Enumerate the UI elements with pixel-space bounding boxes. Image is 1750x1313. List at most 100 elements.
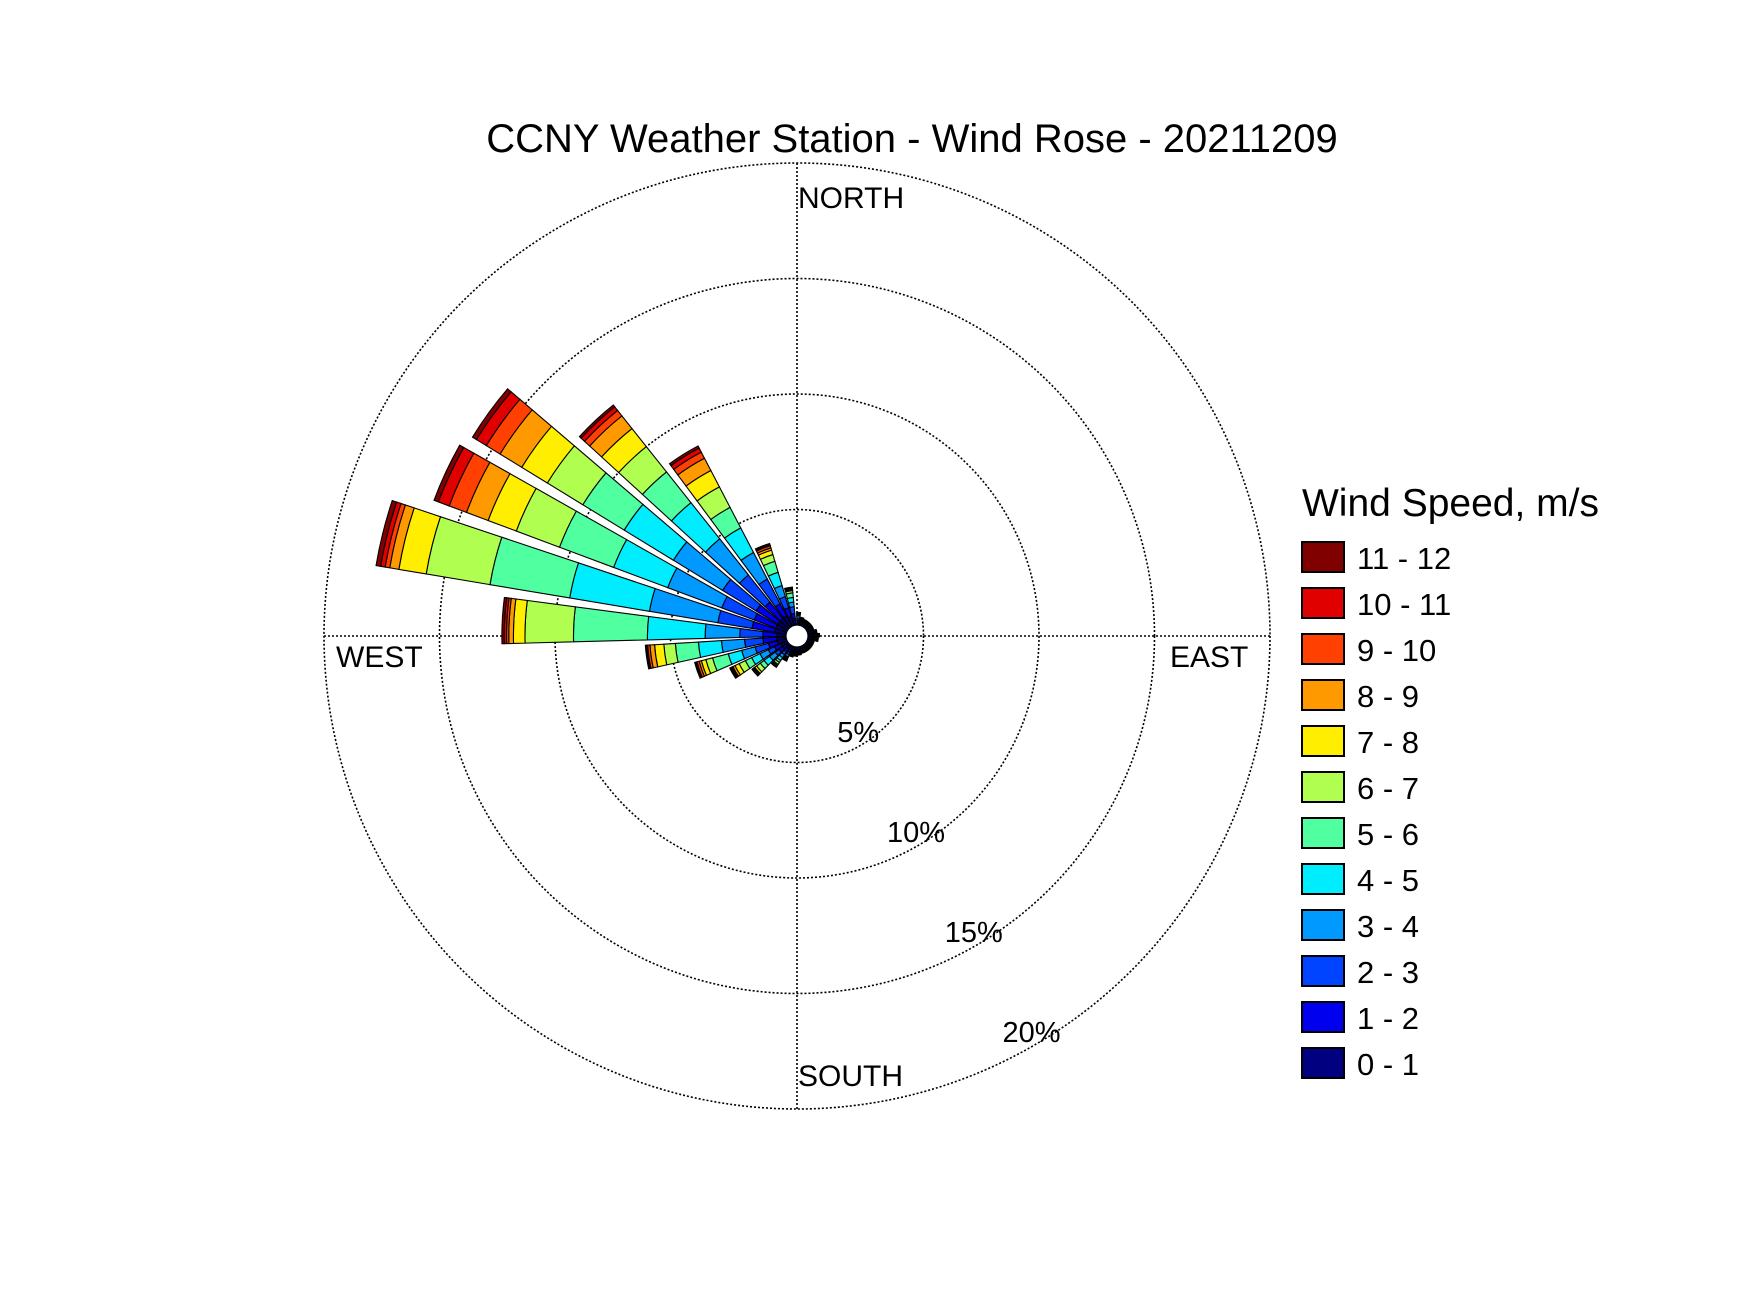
legend-swatch-0	[1301, 541, 1345, 573]
sector-339	[754, 542, 795, 627]
ring-labels: 5% 10% 15% 20%	[837, 717, 1060, 1049]
sector-40	[802, 620, 811, 629]
legend-label-1: 10 - 11	[1357, 587, 1451, 622]
sector-218-bin-11	[770, 662, 778, 669]
sector-28-bin-9	[803, 618, 808, 622]
sector-52	[804, 623, 813, 631]
legend-swatch-7	[1301, 863, 1345, 895]
legend-swatch-3	[1301, 679, 1345, 711]
sector-196-bin-11	[788, 655, 794, 658]
sector-160-bin-8	[801, 651, 806, 654]
sector-317	[578, 404, 791, 630]
legend-label-7: 4 - 5	[1357, 863, 1419, 898]
legend-label-8: 3 - 4	[1357, 909, 1419, 944]
legend-label-4: 7 - 8	[1357, 725, 1419, 760]
sector-207-bin-11	[782, 658, 788, 662]
ring-label-10: 10%	[887, 817, 945, 849]
sector-350	[784, 586, 797, 627]
legend: Wind Speed, m/s 11 - 12 10 - 11 9 - 10 8 - …	[1301, 482, 1599, 1082]
sector-284-bin-11	[375, 499, 398, 567]
sector-262	[644, 636, 787, 670]
legend-swatch-11	[1301, 1047, 1345, 1079]
sector-262-bin-5	[674, 641, 702, 664]
sector-64-bin-8	[811, 626, 815, 631]
sector-16-bin-8	[800, 616, 805, 620]
sector-229	[751, 641, 791, 677]
sector-251-bin-11	[693, 661, 702, 679]
sector-76	[806, 628, 818, 635]
sector-172	[797, 646, 802, 656]
legend-label-0: 11 - 12	[1357, 541, 1451, 576]
sector-88	[807, 632, 821, 638]
legend-swatch-5	[1301, 771, 1345, 803]
sector-64	[805, 626, 815, 633]
sector-295-bin-11	[433, 444, 465, 503]
sector-229-bin-11	[751, 668, 759, 677]
sector-88-bin-8	[818, 632, 821, 638]
direction-label-west: WEST	[336, 641, 423, 674]
sector-273-bin-4	[646, 615, 707, 641]
ring-label-5: 5%	[837, 717, 879, 749]
sector-207	[782, 644, 794, 662]
direction-label-east: EAST	[1170, 641, 1248, 674]
sector-262-bin-11	[644, 644, 651, 670]
sector-124-bin-9	[810, 643, 814, 648]
legend-swatch-2	[1301, 633, 1345, 665]
sector-284	[375, 499, 788, 635]
ring-label-15: 15%	[945, 917, 1003, 949]
sector-251	[693, 638, 788, 679]
direction-label-north: NORTH	[798, 182, 904, 215]
sector-148	[801, 644, 809, 653]
sector-40-bin-9	[806, 620, 811, 625]
sector-184	[793, 646, 798, 657]
legend-items: 11 - 12 10 - 11 9 - 10 8 - 9 7 - 8 6 - 7 5 - 6…	[1301, 541, 1451, 1082]
sector-76-bin-7	[815, 628, 818, 634]
sector-262-bin-4	[697, 640, 724, 659]
sector-350-bin-11	[784, 586, 793, 590]
sector-273-bin-0	[776, 632, 787, 638]
sector-317-bin-11	[578, 404, 616, 439]
sector-306-bin-11	[471, 388, 512, 441]
legend-title: Wind Speed, m/s	[1302, 482, 1599, 525]
legend-swatch-6	[1301, 817, 1345, 849]
sector-100	[806, 636, 819, 643]
sector-112	[806, 638, 815, 645]
legend-label-9: 2 - 3	[1357, 955, 1419, 990]
sector-240	[729, 640, 789, 679]
sector-28	[800, 618, 808, 628]
sector-339-bin-11	[754, 542, 771, 551]
sector-172-bin-9	[797, 653, 802, 656]
sector-295	[433, 444, 789, 633]
sector-328	[668, 445, 793, 628]
sector-52-bin-9	[809, 623, 813, 627]
legend-label-5: 6 - 7	[1357, 771, 1419, 806]
legend-swatch-4	[1301, 725, 1345, 757]
sector-160	[799, 645, 806, 654]
sector-100-bin-9	[816, 637, 819, 643]
sector-4	[796, 611, 802, 626]
sector-306	[471, 388, 790, 632]
sector-273-bin-6	[524, 599, 577, 644]
legend-swatch-8	[1301, 909, 1345, 941]
sector-196	[788, 645, 796, 658]
wind-rose-sectors	[375, 388, 821, 679]
sector-273-bin-5	[572, 606, 650, 643]
center-hole	[785, 624, 809, 648]
legend-label-6: 5 - 6	[1357, 817, 1419, 852]
center-circle	[785, 624, 809, 648]
chart-title: CCNY Weather Station - Wind Rose - 20211…	[486, 117, 1338, 161]
legend-swatch-9	[1301, 955, 1345, 987]
legend-label-2: 9 - 10	[1357, 633, 1436, 668]
ring-label-20: 20%	[1002, 1017, 1060, 1049]
grid-ring-15	[438, 277, 1156, 995]
grid-ring-10	[554, 393, 1040, 879]
sector-112-bin-9	[812, 640, 815, 645]
sector-273-bin-11	[501, 596, 508, 645]
legend-label-11: 0 - 1	[1357, 1047, 1419, 1082]
sector-273	[501, 596, 787, 645]
sector-328-bin-11	[668, 445, 700, 467]
legend-swatch-10	[1301, 1001, 1345, 1033]
direction-label-south: SOUTH	[798, 1060, 903, 1093]
sector-136-bin-9	[807, 646, 812, 651]
